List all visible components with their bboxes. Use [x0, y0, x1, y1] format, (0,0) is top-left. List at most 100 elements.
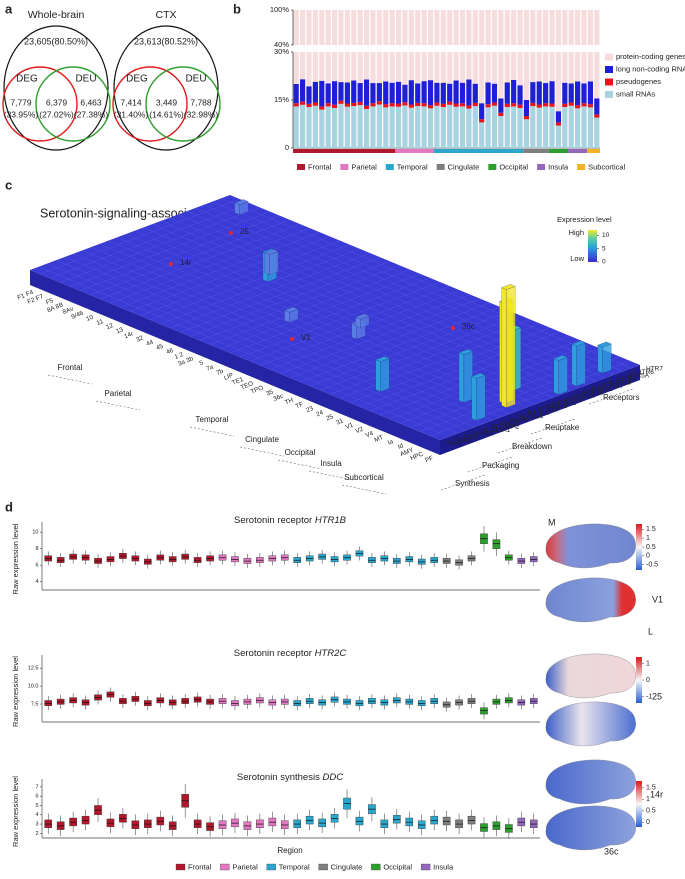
bar-segment	[511, 79, 517, 104]
bar-segment	[351, 52, 357, 81]
bar-segment	[395, 81, 402, 104]
bar3d-front	[597, 345, 603, 374]
bar-segment	[523, 119, 530, 148]
bar-segment	[543, 103, 549, 107]
gene-group-label: Packaging	[482, 461, 519, 470]
bar3d-top	[355, 313, 370, 320]
region-label: 12	[105, 322, 115, 331]
bar-segment	[530, 106, 536, 148]
bar-segment	[363, 79, 370, 106]
bar-segment	[447, 101, 453, 105]
floor-grid	[169, 252, 371, 329]
region-strip	[293, 149, 396, 153]
bar-segment	[312, 10, 318, 45]
bar-segment	[415, 10, 421, 45]
bar-segment	[543, 52, 549, 84]
venn-count: (27.38%)	[74, 109, 109, 119]
region-label: 24	[315, 409, 325, 418]
region-group-label: Frontal	[58, 363, 83, 372]
gene-label: MAOA	[501, 420, 521, 427]
bar-segment	[549, 103, 555, 107]
floor-grid	[212, 201, 623, 372]
bar-segment	[338, 103, 344, 148]
bar-segment	[568, 52, 574, 84]
bar-segment	[357, 10, 363, 45]
floor-grid	[159, 248, 361, 325]
bar-segment	[453, 103, 459, 107]
bar-segment	[344, 10, 350, 45]
bar-segment	[370, 10, 376, 45]
bar-segment	[408, 104, 414, 108]
floor-grid	[47, 263, 458, 434]
bar-segment	[587, 10, 594, 45]
bar-segment	[587, 52, 594, 82]
bar-segment	[421, 52, 427, 82]
gene-label: HTR1F	[564, 396, 585, 403]
venn-count: 6,379	[46, 97, 68, 107]
bar-segment	[523, 10, 530, 45]
row-title-text: Serotonin receptor	[234, 648, 312, 659]
bar-segment	[587, 104, 594, 108]
region-label: Id	[397, 442, 405, 451]
floor-grid	[429, 360, 631, 437]
floor-grid	[49, 203, 251, 279]
region-group-label: Insula	[320, 459, 342, 468]
legend-swatch	[605, 66, 613, 73]
floor-grid	[219, 273, 421, 349]
bar-segment	[575, 52, 581, 82]
floor-grid	[129, 236, 331, 312]
callout-dot	[290, 337, 294, 341]
bar-segment	[453, 52, 459, 81]
map-tick-label: 0	[646, 677, 650, 684]
bar-segment	[594, 114, 600, 118]
bar3d-top	[264, 249, 279, 255]
map-tick-label: 1.5	[646, 785, 656, 792]
panel-label: a	[5, 1, 13, 16]
venn-title: Whole-brain	[28, 9, 85, 21]
bar-segment	[530, 10, 536, 45]
bar-segment	[568, 10, 574, 45]
bar-segment	[319, 80, 325, 107]
region-label: 5	[198, 359, 204, 367]
bar-segment	[299, 10, 306, 45]
bar-segment	[581, 52, 587, 84]
region-strip	[587, 149, 600, 153]
bar-segment	[479, 103, 485, 120]
bar3d-side	[463, 351, 473, 403]
bar-segment	[402, 10, 408, 45]
legend-label: Occipital	[383, 862, 412, 871]
region-label: 35	[265, 388, 275, 397]
bar-segment	[581, 10, 587, 45]
region-label: TH	[284, 397, 295, 407]
map-tick-label: 0	[646, 553, 650, 560]
bar-segment	[536, 104, 542, 108]
y-tick-label: 40%	[274, 40, 289, 49]
region-group-label: Parietal	[104, 389, 131, 398]
venn-title: CTX	[156, 9, 177, 21]
floor-grid	[199, 265, 401, 341]
bar-segment	[485, 82, 491, 105]
floor-grid	[119, 232, 321, 308]
bar-segment	[293, 52, 299, 84]
bar-segment	[408, 80, 414, 105]
venn-left	[2, 66, 78, 142]
bar-segment	[472, 83, 478, 103]
bar-segment	[587, 81, 594, 105]
region-label: LIP	[223, 372, 234, 382]
bar-segment	[491, 10, 498, 45]
gene-label: SLC6A4	[519, 413, 544, 420]
bar-segment	[408, 107, 414, 148]
bar-segment	[370, 103, 376, 107]
bar-segment	[479, 119, 485, 123]
floor-grid	[419, 356, 621, 432]
bar3d-side	[576, 342, 586, 387]
bar-segment	[312, 52, 318, 82]
venn-count: (33.95%)	[4, 109, 39, 119]
bar-segment	[427, 80, 434, 106]
bar3d-front	[471, 376, 477, 421]
bar-segment	[479, 52, 485, 104]
region-label: 9/46	[70, 310, 84, 321]
floor-grid	[249, 286, 451, 362]
bar-segment	[402, 105, 408, 148]
bar-segment	[575, 81, 581, 106]
